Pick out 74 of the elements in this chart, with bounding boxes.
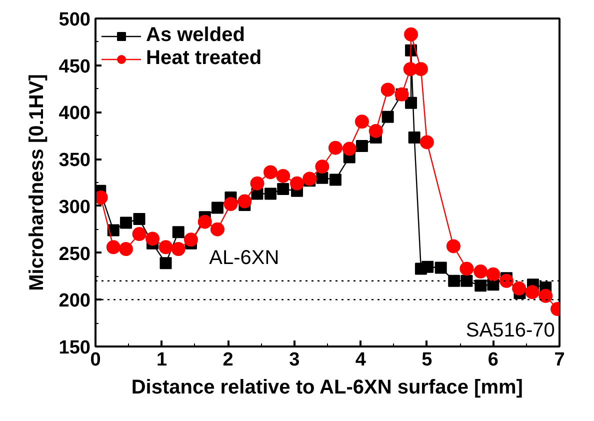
point	[448, 274, 460, 287]
point	[160, 257, 172, 270]
point	[107, 224, 120, 236]
point	[290, 176, 304, 190]
point	[264, 188, 276, 200]
point	[277, 183, 290, 196]
point	[263, 165, 278, 180]
y-tick-label: 250	[58, 244, 90, 265]
point	[525, 285, 540, 300]
point	[171, 242, 186, 256]
point	[414, 62, 428, 76]
point	[302, 172, 317, 186]
point	[146, 232, 160, 246]
point	[446, 239, 460, 254]
point	[405, 96, 418, 109]
point	[404, 27, 418, 42]
point	[422, 260, 434, 273]
x-tick-label: 2	[222, 350, 234, 370]
y-tick-label: 450	[58, 56, 90, 78]
x-tick-label: 6	[488, 350, 499, 370]
point	[460, 262, 474, 276]
point	[224, 197, 238, 212]
point	[342, 142, 356, 156]
point	[210, 222, 224, 236]
point	[172, 226, 184, 238]
point	[198, 214, 212, 229]
x-tick-label: 3	[289, 350, 300, 370]
point	[380, 82, 395, 97]
point	[420, 135, 434, 150]
point	[434, 262, 447, 274]
x-tick-label: 5	[422, 350, 433, 370]
y-tick-label: 400	[58, 103, 90, 124]
point	[315, 160, 330, 174]
y-tick-label: 350	[58, 150, 90, 172]
x-axis-title: Distance relative to AL-6XN surface [mm]	[131, 376, 523, 398]
x-tick-label: 4	[355, 350, 366, 370]
point	[132, 227, 146, 242]
point	[368, 124, 383, 138]
point	[120, 216, 132, 229]
point	[250, 176, 264, 190]
point	[474, 264, 488, 279]
point	[499, 274, 514, 288]
point	[118, 242, 133, 256]
point	[354, 114, 369, 129]
x-tick-label: 7	[554, 350, 565, 370]
y-tick-label: 500	[58, 10, 90, 30]
annotation: SA516-70	[466, 320, 555, 342]
y-tick-label: 150	[58, 338, 90, 358]
point	[356, 140, 368, 152]
x-tick-label: 0	[90, 350, 101, 370]
point	[382, 110, 394, 123]
x-tick-label: 1	[156, 350, 168, 370]
annotation: AL-6XN	[209, 246, 280, 269]
legend-label: As welded	[146, 24, 245, 47]
point	[408, 132, 420, 144]
y-axis-title: Microhardness [0.1HV]	[26, 74, 48, 291]
point	[106, 240, 120, 254]
point	[276, 168, 290, 183]
legend-label: Heat treated	[146, 47, 262, 70]
point	[329, 174, 342, 186]
point	[211, 202, 224, 214]
point	[316, 172, 328, 184]
point	[460, 274, 473, 287]
point	[184, 232, 198, 247]
point	[328, 140, 342, 155]
point	[238, 194, 252, 208]
y-tick-label: 300	[58, 196, 90, 218]
point	[158, 240, 173, 254]
point	[538, 288, 553, 303]
point	[512, 281, 526, 296]
point	[133, 213, 146, 226]
point	[474, 280, 487, 292]
point	[486, 267, 500, 282]
y-tick-label: 200	[58, 290, 90, 312]
